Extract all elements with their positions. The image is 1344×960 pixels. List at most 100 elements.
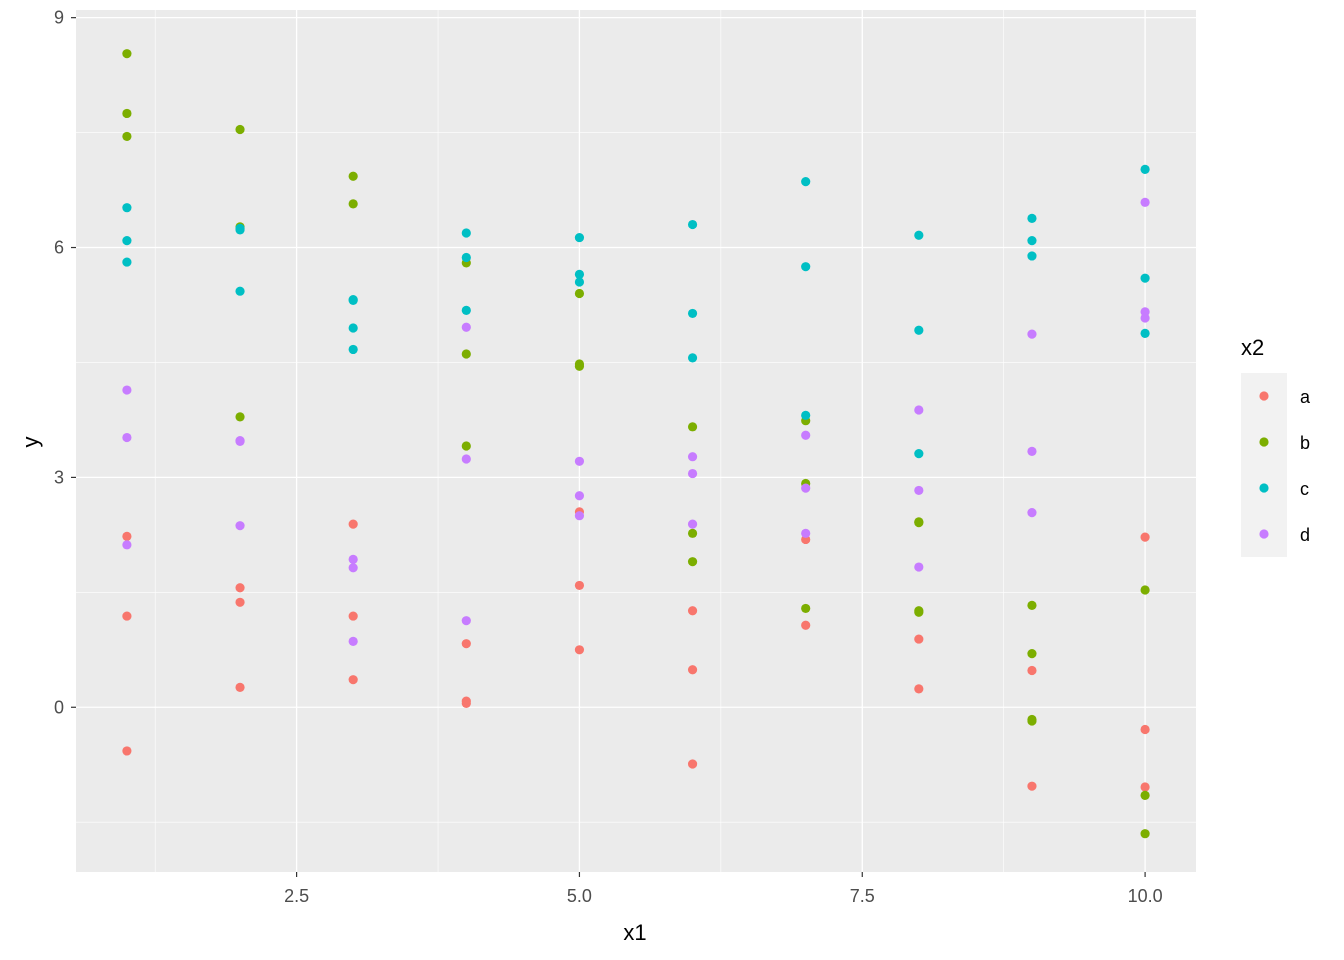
point-a — [687, 759, 698, 769]
point-d — [1140, 313, 1150, 323]
legend-key-d — [1259, 529, 1269, 539]
legend-label-a: a — [1300, 387, 1311, 407]
point-d — [122, 385, 132, 395]
point-b — [574, 288, 585, 299]
point-a — [348, 519, 358, 529]
point-b — [1027, 716, 1037, 726]
point-d — [801, 528, 811, 538]
point-d — [1027, 446, 1037, 456]
y-tick-label: 3 — [54, 467, 64, 487]
point-a — [687, 606, 698, 616]
point-b — [461, 441, 471, 451]
point-b — [122, 108, 132, 119]
point-b — [687, 557, 698, 567]
point-c — [1027, 213, 1037, 224]
point-d — [235, 436, 245, 446]
point-a — [1140, 724, 1150, 735]
point-c — [914, 449, 924, 459]
point-c — [687, 219, 698, 230]
x-tick-label: 5.0 — [567, 886, 592, 906]
point-c — [914, 230, 924, 240]
point-b — [1027, 600, 1037, 610]
point-b — [122, 49, 132, 59]
point-c — [348, 295, 358, 305]
point-c — [461, 228, 471, 238]
legend-key-background — [1241, 373, 1287, 557]
point-d — [574, 511, 585, 521]
point-d — [235, 521, 245, 531]
point-c — [1027, 236, 1037, 246]
point-d — [122, 540, 132, 550]
point-b — [235, 412, 245, 422]
point-b — [1140, 829, 1150, 839]
y-tick-label: 0 — [54, 697, 64, 717]
point-c — [348, 344, 358, 355]
point-d — [914, 485, 924, 496]
point-c — [574, 269, 585, 279]
point-a — [235, 597, 245, 607]
legend: x2 a b c d — [1241, 335, 1311, 557]
point-d — [687, 519, 698, 529]
point-b — [801, 603, 811, 614]
point-d — [574, 456, 585, 466]
point-c — [687, 353, 698, 363]
point-c — [461, 305, 471, 315]
point-c — [461, 252, 471, 263]
y-tick-label: 6 — [54, 238, 64, 258]
point-b — [348, 199, 358, 209]
point-d — [914, 562, 924, 572]
point-c — [122, 203, 132, 213]
point-c — [801, 410, 811, 420]
minor-gridlines — [76, 10, 1196, 872]
data-points — [122, 49, 1150, 839]
point-b — [122, 131, 132, 142]
point-c — [1140, 328, 1150, 338]
point-a — [461, 698, 471, 709]
point-d — [461, 454, 471, 464]
point-a — [1140, 532, 1150, 542]
x-tick-label: 2.5 — [284, 886, 309, 906]
legend-label-d: d — [1300, 525, 1310, 545]
major-gridlines — [76, 10, 1196, 872]
legend-label-b: b — [1300, 433, 1310, 453]
point-a — [801, 620, 811, 630]
y-tick-label: 9 — [54, 8, 64, 28]
point-b — [687, 422, 698, 432]
x-tick-label: 7.5 — [850, 886, 875, 906]
point-d — [348, 554, 358, 564]
legend-key-b — [1259, 437, 1269, 447]
point-c — [914, 325, 924, 335]
point-a — [1140, 782, 1150, 792]
point-c — [574, 232, 585, 243]
point-b — [348, 171, 358, 181]
point-d — [348, 563, 358, 573]
point-a — [914, 684, 924, 694]
point-c — [122, 257, 132, 267]
point-b — [687, 528, 698, 538]
legend-key-a — [1259, 391, 1269, 401]
point-b — [1027, 649, 1037, 659]
point-c — [574, 277, 585, 287]
point-c — [235, 225, 245, 235]
point-c — [122, 236, 132, 246]
point-b — [461, 349, 471, 359]
point-a — [235, 583, 245, 593]
point-c — [801, 262, 811, 272]
legend-key-c — [1259, 483, 1269, 493]
y-axis-title: y — [18, 437, 43, 448]
point-a — [574, 580, 585, 591]
point-d — [348, 636, 358, 646]
point-c — [801, 177, 811, 187]
point-a — [687, 665, 698, 675]
legend-label-c: c — [1300, 479, 1309, 499]
y-axis: 0 3 6 9 — [54, 8, 76, 717]
point-c — [1027, 251, 1037, 261]
point-a — [235, 682, 245, 692]
point-a — [348, 611, 358, 621]
point-d — [914, 405, 924, 415]
point-a — [1027, 665, 1037, 676]
point-d — [687, 468, 698, 479]
point-d — [461, 616, 471, 626]
point-b — [1140, 790, 1150, 800]
